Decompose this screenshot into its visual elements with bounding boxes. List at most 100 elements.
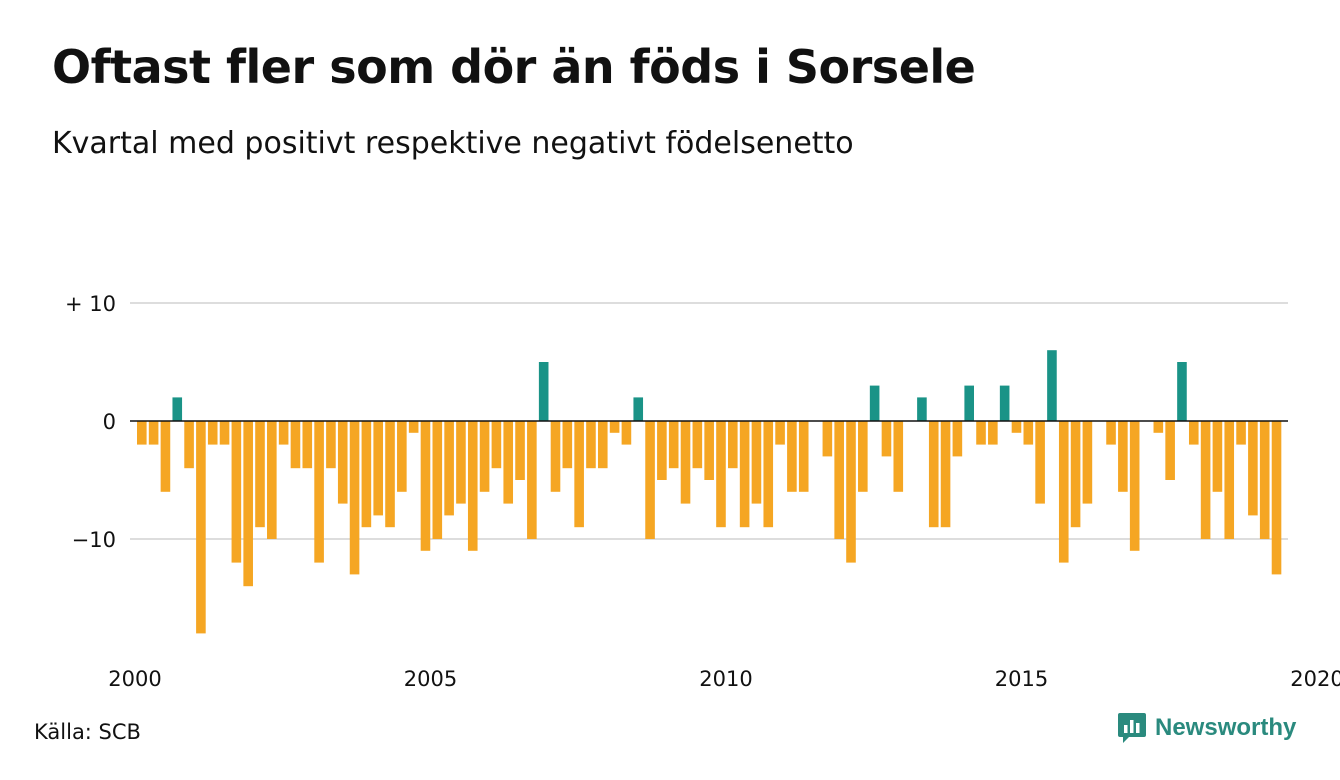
bar <box>302 421 313 469</box>
bar <box>397 421 407 492</box>
bar <box>243 421 253 587</box>
y-tick-label: + 10 <box>65 292 116 316</box>
bar <box>467 421 478 551</box>
bar <box>751 421 762 504</box>
bar <box>1011 421 1022 433</box>
newsworthy-logo: Newsworthy <box>1117 712 1296 744</box>
bar <box>976 421 986 445</box>
bar <box>787 421 797 492</box>
bar <box>1118 421 1128 492</box>
bar <box>1224 421 1235 539</box>
bar <box>444 421 454 516</box>
bar <box>207 421 218 445</box>
source-note: Källa: SCB <box>34 720 141 744</box>
bar <box>1212 421 1223 492</box>
bar <box>1129 421 1140 551</box>
bar <box>432 421 443 539</box>
x-tick-label: 2020 <box>1290 667 1340 691</box>
bar <box>1248 421 1258 516</box>
bar <box>160 421 171 492</box>
bar <box>645 421 655 539</box>
bar <box>1106 421 1116 445</box>
bar <box>597 421 608 469</box>
bar <box>1070 421 1081 528</box>
bar <box>704 421 714 480</box>
bar <box>184 421 194 469</box>
bar <box>739 421 750 528</box>
bar <box>881 421 892 457</box>
bar <box>775 421 785 445</box>
bar <box>621 421 632 445</box>
bar <box>964 385 974 421</box>
bar <box>255 421 265 528</box>
bar <box>609 421 620 433</box>
bar <box>822 421 833 457</box>
bar <box>1082 421 1093 504</box>
bar <box>917 397 927 421</box>
bar <box>1259 421 1270 539</box>
bar <box>586 421 596 469</box>
bar <box>798 421 809 492</box>
bar <box>479 421 490 492</box>
bar <box>763 421 774 528</box>
bar <box>1165 421 1175 480</box>
bar <box>668 421 679 469</box>
bar <box>858 421 868 492</box>
bar <box>503 421 514 504</box>
bar <box>728 421 738 469</box>
chart-title: Oftast fler som dör än föds i Sorsele <box>52 40 976 94</box>
bars-layer <box>137 350 1282 634</box>
x-tick-label: 2000 <box>108 667 161 691</box>
bar <box>1035 421 1045 504</box>
y-tick-label: −10 <box>72 528 116 552</box>
y-tick-label: 0 <box>103 410 116 434</box>
bar <box>1047 350 1057 421</box>
bar <box>456 421 466 504</box>
bar-chart-logo-icon <box>1118 713 1146 743</box>
bar <box>491 421 502 469</box>
bar <box>846 421 856 563</box>
logo-text: Newsworthy <box>1155 714 1297 741</box>
bar <box>196 421 206 634</box>
bar <box>137 421 147 445</box>
bar <box>1200 421 1211 539</box>
bar <box>385 421 395 528</box>
bar <box>716 421 726 528</box>
bar <box>1058 421 1069 563</box>
bar <box>680 421 691 504</box>
bar <box>1177 362 1187 421</box>
bar <box>952 421 963 457</box>
bar <box>574 421 584 528</box>
bar <box>373 421 383 516</box>
bar <box>1153 421 1164 433</box>
x-tick-label: 2015 <box>995 667 1048 691</box>
bar <box>869 385 880 421</box>
bar <box>893 421 904 492</box>
x-axis-labels: 2000 2005 2010 2015 2020 <box>108 667 1340 691</box>
bar <box>267 421 277 539</box>
bar <box>219 421 230 445</box>
bar <box>337 421 348 504</box>
bar <box>278 421 289 445</box>
chart-subtitle: Kvartal med positivt respektive negativt… <box>52 126 854 161</box>
bar <box>692 421 703 469</box>
bar <box>999 385 1010 421</box>
bar <box>657 421 667 480</box>
bar <box>314 421 324 563</box>
bar <box>1023 421 1034 445</box>
bar <box>527 421 537 539</box>
bar <box>1271 421 1282 575</box>
bar <box>940 421 951 528</box>
y-axis-labels: + 10 0 −10 <box>65 292 116 552</box>
bar <box>928 421 939 528</box>
bar <box>515 421 525 480</box>
bar <box>408 421 419 433</box>
bar <box>633 397 644 421</box>
bar <box>1236 421 1246 445</box>
bar <box>988 421 998 445</box>
bar <box>290 421 301 469</box>
x-tick-label: 2005 <box>404 667 457 691</box>
bar <box>420 421 431 551</box>
x-tick-label: 2010 <box>699 667 752 691</box>
